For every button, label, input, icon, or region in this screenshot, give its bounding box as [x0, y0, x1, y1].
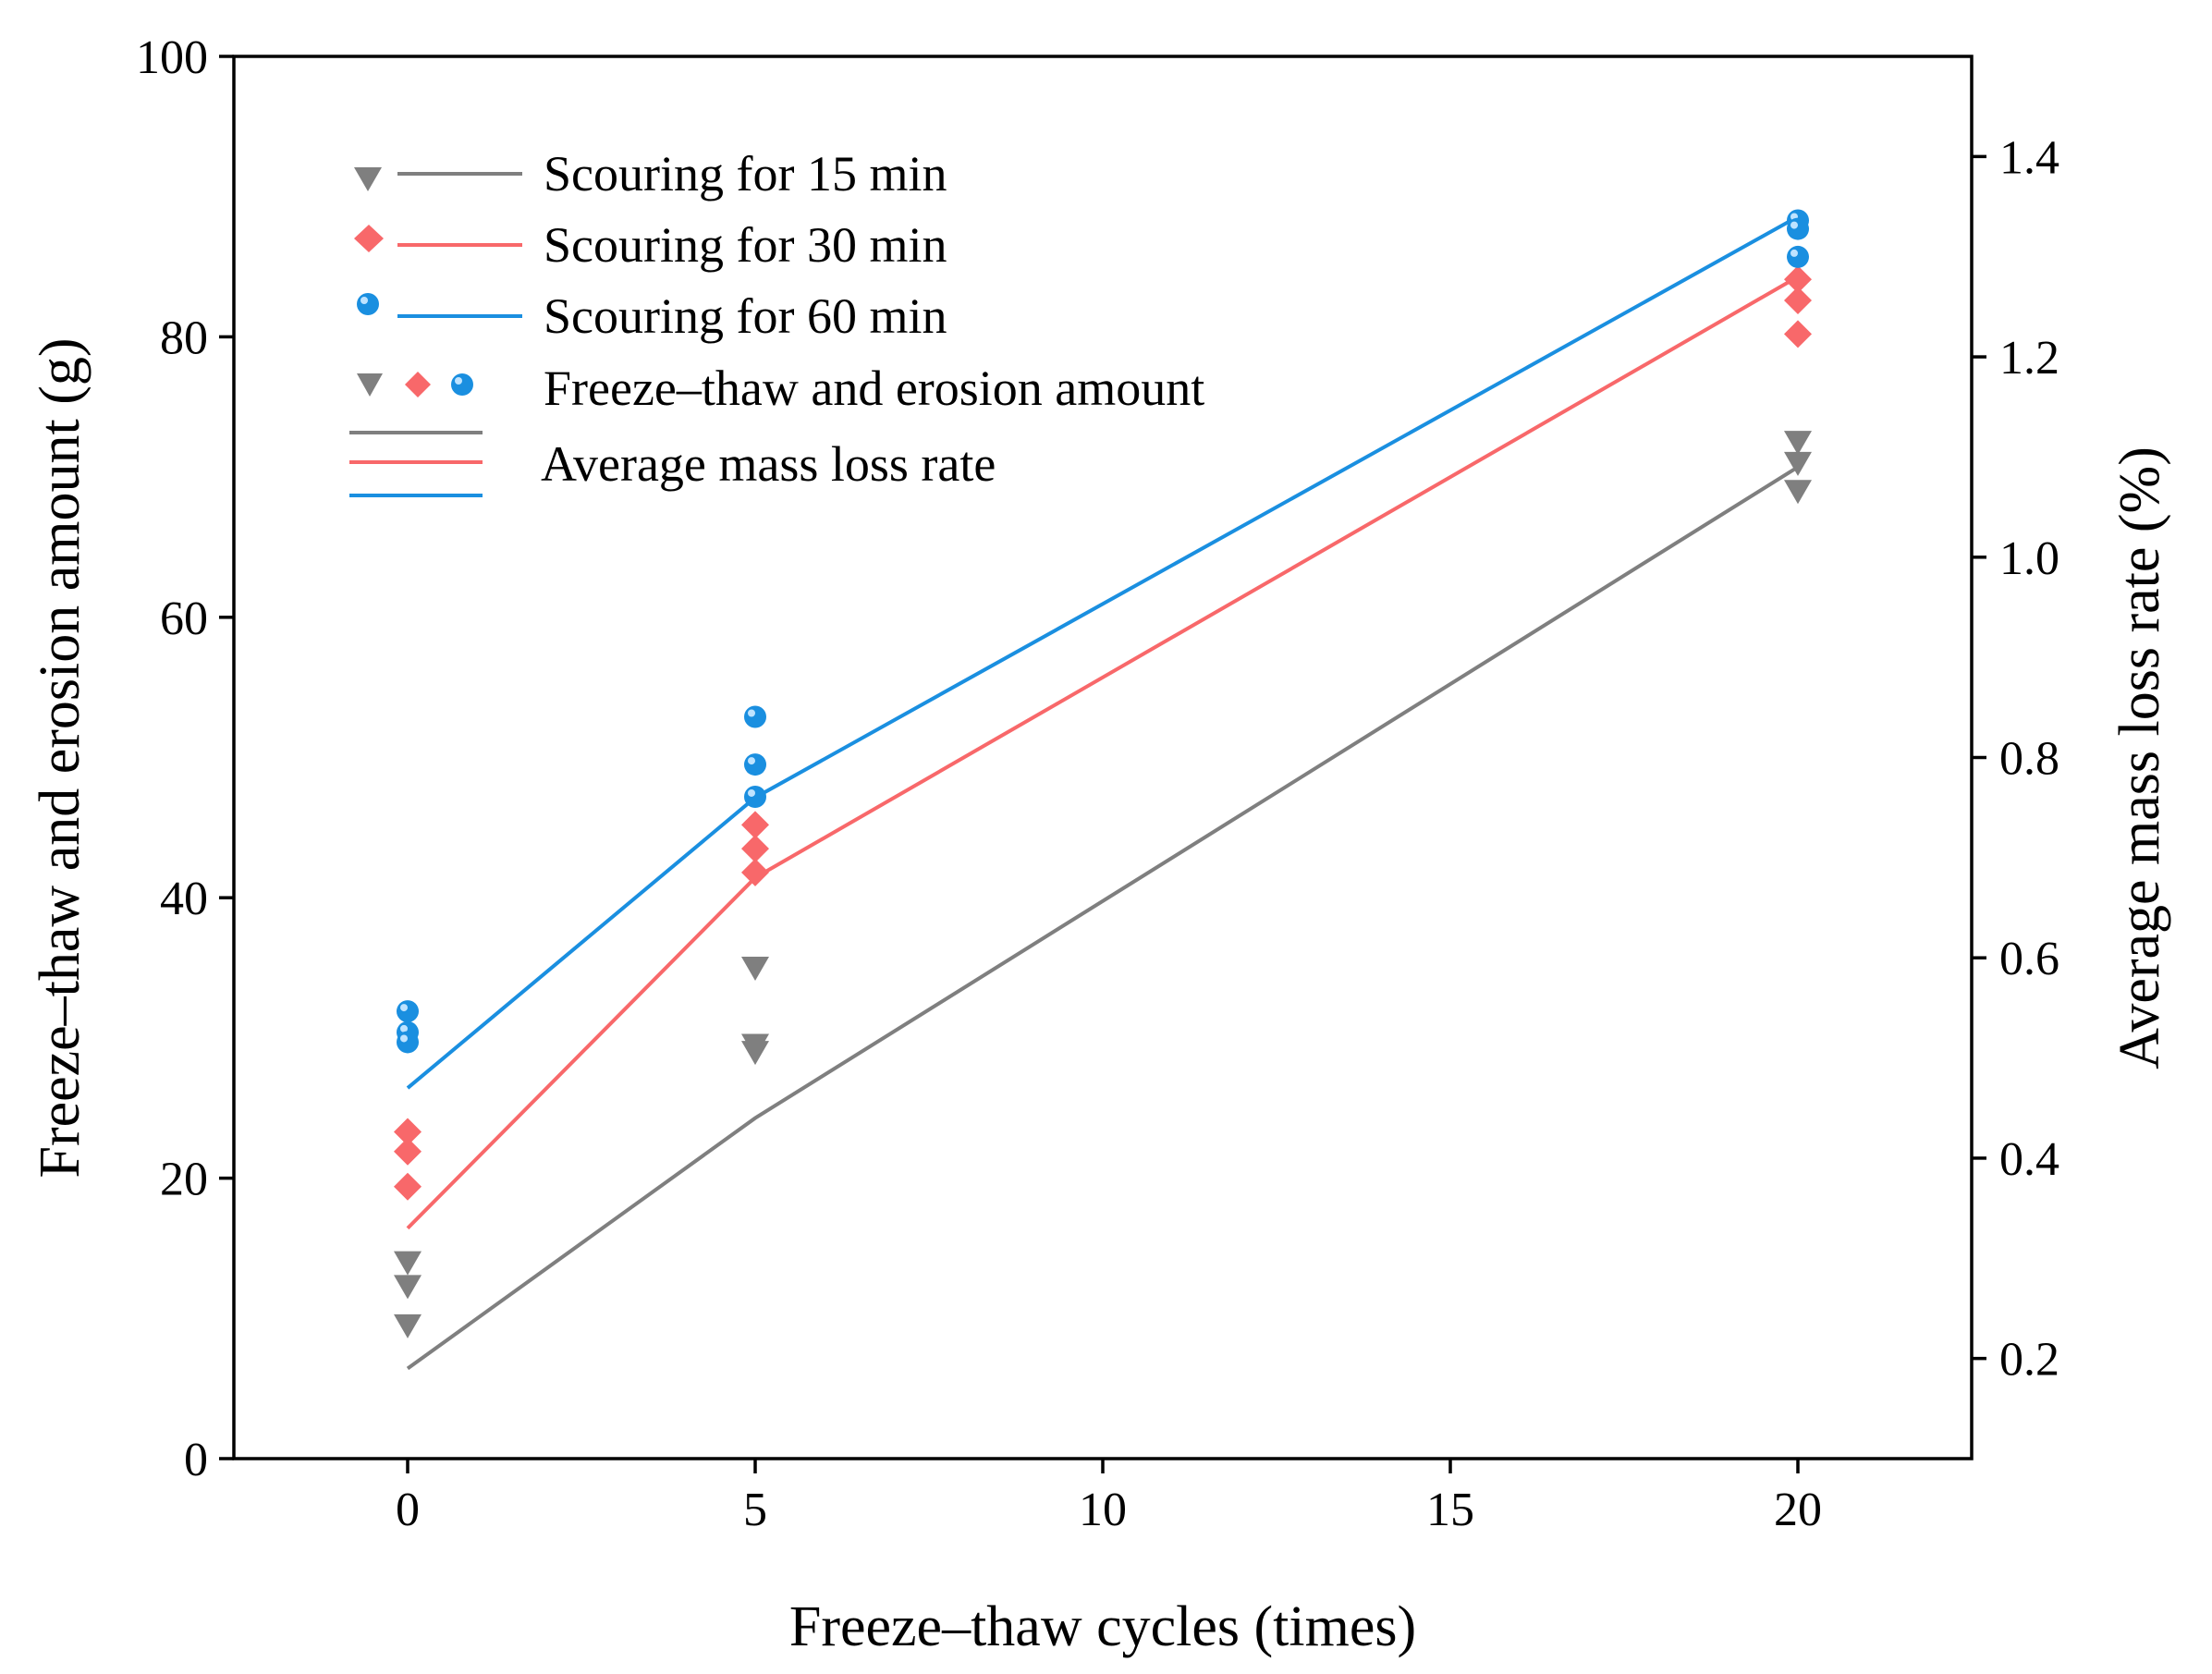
x-axis-ticks: 0 5 10 15 20 [396, 1459, 1822, 1536]
legend-label-15min: Scouring for 15 min [544, 146, 947, 202]
point-scouring-for-60-min-highlight [748, 757, 755, 765]
y-left-tick-label: 0 [184, 1434, 208, 1486]
legend-label-60min: Scouring for 60 min [544, 288, 947, 344]
y-right-axis-ticks: 0.2 0.4 0.6 0.8 1.0 1.2 1.4 [1972, 131, 2059, 1387]
line-scouring-for-15-min [406, 465, 1800, 1371]
legend-marker-circle-blue [451, 373, 473, 396]
point-scouring-for-15-min [394, 1251, 422, 1276]
point-scouring-for-15-min [394, 1314, 422, 1338]
point-scouring-for-60-min-highlight [400, 1024, 408, 1033]
point-scouring-for-60-min [397, 1031, 419, 1054]
point-scouring-for-60-min-highlight [1790, 221, 1798, 229]
legend-entry-erosion-amount: Freeze–thaw and erosion amount [357, 360, 1204, 416]
point-scouring-for-15-min [1784, 431, 1812, 456]
point-scouring-for-15-min [741, 1041, 769, 1066]
legend-entry-mass-loss-rate: Average mass loss rate [349, 431, 996, 497]
y-left-tick-label: 20 [160, 1154, 208, 1206]
x-tick-label: 10 [1079, 1484, 1127, 1536]
legend-marker-circle [357, 293, 379, 315]
legend-marker-diamond [354, 225, 384, 252]
y-right-tick-label: 0.4 [1999, 1133, 2059, 1186]
point-scouring-for-15-min [394, 1275, 422, 1300]
point-scouring-for-30-min [1784, 320, 1812, 348]
point-scouring-for-60-min [397, 1000, 419, 1023]
point-scouring-for-15-min [1784, 480, 1812, 505]
point-scouring-for-15-min [1784, 451, 1812, 476]
legend-label-30min: Scouring for 30 min [544, 217, 947, 273]
point-scouring-for-30-min [741, 835, 769, 863]
y-right-axis-label: Average mass loss rate (%) [2108, 446, 2171, 1069]
line-scouring-for-30-min [406, 275, 1799, 1230]
point-scouring-for-60-min [1787, 217, 1809, 240]
legend-marker-triangle-gray [357, 373, 383, 397]
point-scouring-for-30-min [1784, 286, 1812, 314]
point-scouring-for-60-min [744, 785, 766, 808]
point-scouring-for-30-min [394, 1118, 422, 1146]
y-left-tick-label: 80 [160, 312, 208, 364]
point-scouring-for-60-min-highlight [1790, 249, 1798, 257]
y-left-axis-ticks: 0 20 40 60 80 100 [136, 31, 234, 1486]
y-right-tick-label: 0.2 [1999, 1334, 2059, 1387]
series-markers [394, 209, 1812, 1338]
x-tick-label: 0 [396, 1484, 420, 1536]
legend-label-erosion-amount: Freeze–thaw and erosion amount [544, 360, 1204, 416]
y-right-tick-label: 0.6 [1999, 933, 2059, 985]
legend-marker-diamond-red [405, 372, 431, 397]
point-scouring-for-60-min [1787, 245, 1809, 268]
y-right-tick-label: 1.0 [1999, 532, 2059, 585]
x-axis-label: Freeze–thaw cycles (times) [789, 1595, 1416, 1658]
legend-entry-30min: Scouring for 30 min [354, 217, 947, 273]
point-scouring-for-60-min-highlight [400, 1034, 408, 1043]
legend: Scouring for 15 min Scouring for 30 min … [349, 146, 1204, 497]
legend-label-mass-loss-rate: Average mass loss rate [541, 436, 996, 492]
point-scouring-for-15-min [741, 957, 769, 982]
point-scouring-for-30-min [741, 858, 769, 886]
legend-marker-triangle [354, 167, 382, 191]
y-right-tick-label: 1.4 [1999, 131, 2059, 184]
y-left-tick-label: 40 [160, 873, 208, 925]
point-scouring-for-30-min [394, 1172, 422, 1201]
y-right-tick-label: 0.8 [1999, 733, 2059, 786]
line-scouring-for-60-min [406, 214, 1799, 1090]
point-scouring-for-60-min-highlight [748, 788, 755, 797]
y-left-axis-label: Freeze–thaw and erosion amount (g) [29, 337, 92, 1178]
point-scouring-for-60-min-highlight [400, 1004, 408, 1012]
y-right-tick-label: 1.2 [1999, 332, 2059, 385]
point-scouring-for-60-min [744, 753, 766, 776]
legend-entry-60min: Scouring for 60 min [357, 288, 947, 344]
x-tick-label: 15 [1426, 1484, 1474, 1536]
point-scouring-for-30-min [1784, 265, 1812, 294]
point-scouring-for-30-min [741, 811, 769, 839]
x-tick-label: 20 [1774, 1484, 1822, 1536]
y-left-tick-label: 60 [160, 593, 208, 645]
point-scouring-for-30-min [394, 1137, 422, 1166]
y-left-tick-label: 100 [136, 31, 208, 84]
point-scouring-for-60-min-highlight [748, 709, 755, 717]
legend-entry-15min: Scouring for 15 min [354, 146, 947, 202]
point-scouring-for-60-min [744, 705, 766, 728]
x-tick-label: 5 [743, 1484, 767, 1536]
